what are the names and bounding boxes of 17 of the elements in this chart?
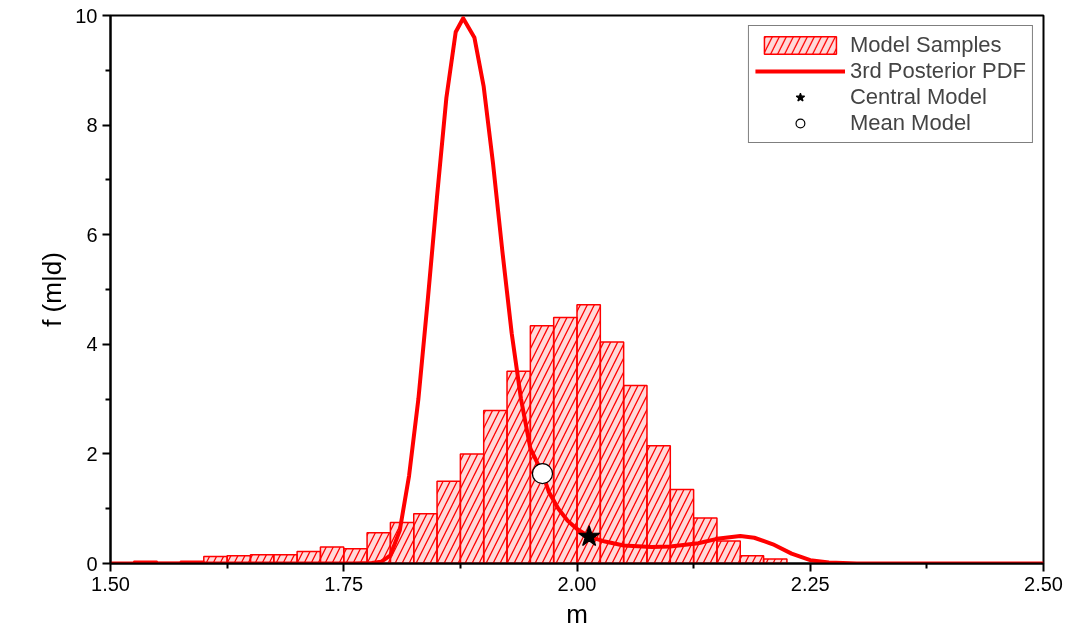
y-axis-title: f (m|d) bbox=[37, 252, 68, 327]
x-tick-label: 1.50 bbox=[91, 572, 130, 595]
y-tick-label: 4 bbox=[86, 333, 98, 356]
y-tick-label: 6 bbox=[86, 223, 98, 246]
x-tick-label: 2.25 bbox=[790, 572, 830, 595]
x-axis-title: m bbox=[566, 598, 588, 629]
legend-label: Central Model bbox=[849, 84, 987, 110]
legend-label: Mean Model bbox=[849, 110, 972, 136]
legend-label: 3rd Posterior PDF bbox=[849, 58, 1026, 84]
legend-label: Model Samples bbox=[849, 32, 1002, 58]
y-tick-label: 8 bbox=[86, 114, 98, 137]
y-tick-label: 10 bbox=[75, 4, 98, 27]
y-tick-label: 2 bbox=[86, 442, 98, 465]
y-tick-label: 0 bbox=[86, 552, 98, 575]
x-tick-label: 2.00 bbox=[557, 572, 597, 595]
x-tick-label: 2.50 bbox=[1024, 572, 1063, 595]
x-tick-label: 1.75 bbox=[324, 572, 364, 595]
